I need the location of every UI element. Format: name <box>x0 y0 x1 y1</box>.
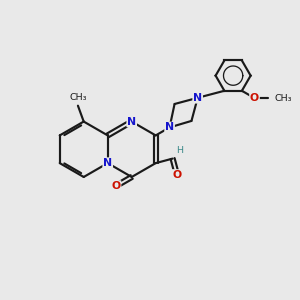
Text: N: N <box>103 158 112 168</box>
Text: N: N <box>193 93 202 103</box>
Text: O: O <box>112 181 121 191</box>
Text: CH₃: CH₃ <box>274 94 292 103</box>
Text: O: O <box>172 170 182 180</box>
Text: N: N <box>165 122 174 132</box>
Text: H: H <box>176 146 183 154</box>
Text: N: N <box>127 117 136 127</box>
Text: CH₃: CH₃ <box>69 93 87 102</box>
Text: O: O <box>250 93 259 103</box>
